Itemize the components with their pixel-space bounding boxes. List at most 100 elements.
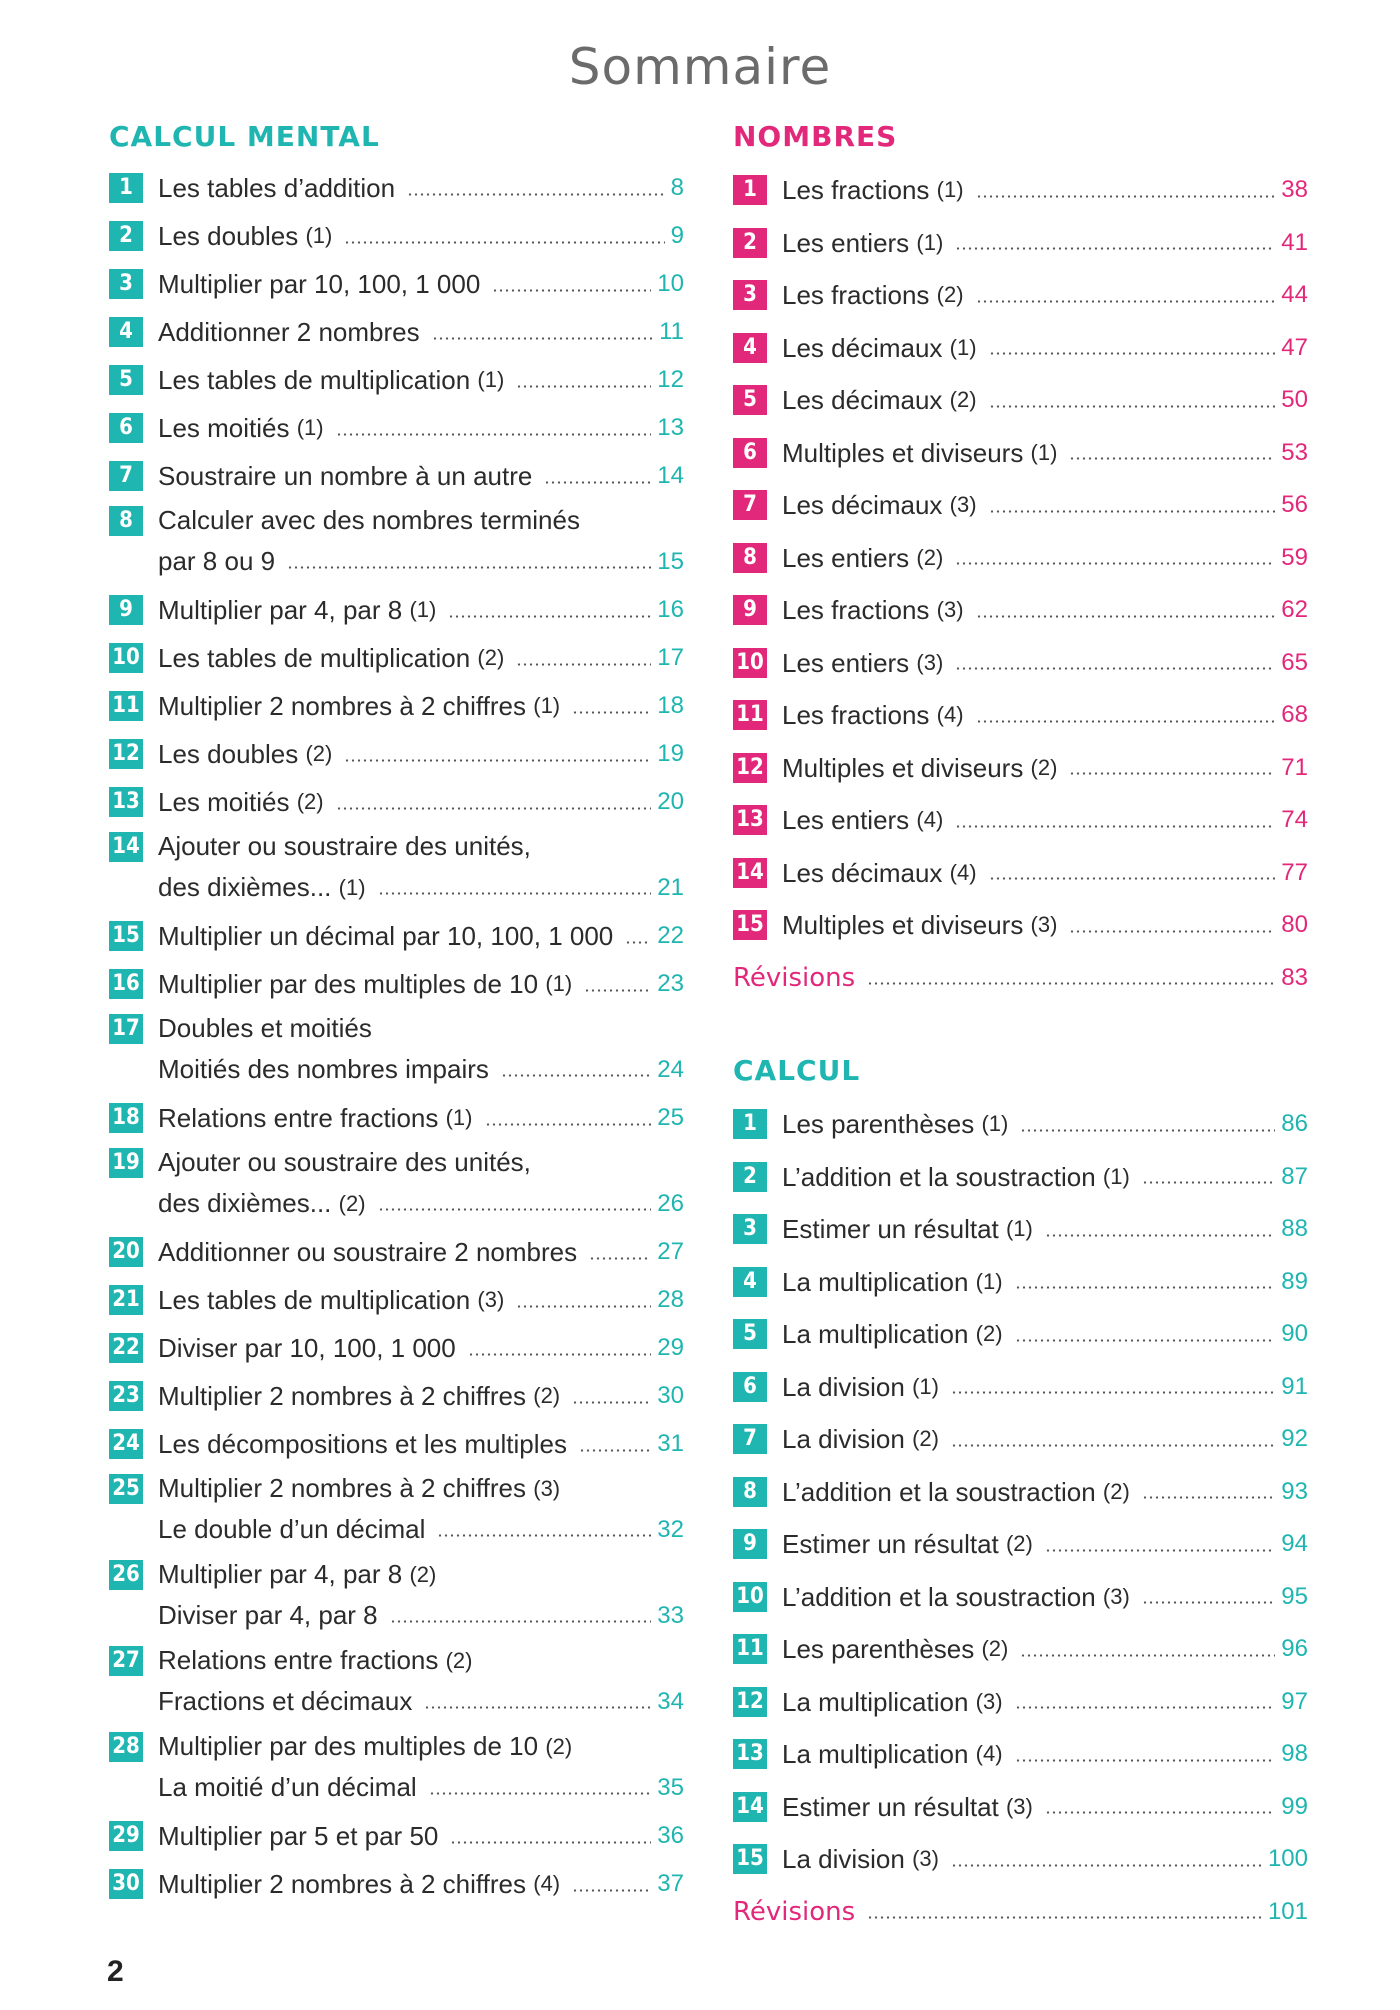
entry-title: La multiplication <box>782 1686 969 1717</box>
toc-line: 24 Les décompositions et les multiples 31 <box>109 1420 684 1468</box>
page-number: 90 <box>1281 1320 1308 1347</box>
entry-title: Additionner 2 nombres <box>158 317 420 347</box>
entry-title: Les tables d’addition <box>158 173 396 203</box>
toc-entry[interactable]: 19 Ajouter ou soustraire des unités, des d… <box>109 1142 684 1224</box>
toc-entry[interactable]: 10 L’addition et la soustraction (3) 95 <box>733 1571 1308 1624</box>
toc-entry[interactable]: 9 Multiplier par 4, par 8 (1) 16 <box>109 586 684 634</box>
toc-line: 22 Diviser par 10, 100, 1 000 29 <box>109 1324 684 1372</box>
toc-entry[interactable]: 22 Diviser par 10, 100, 1 000 29 <box>109 1324 684 1372</box>
dot-leader <box>950 1863 1262 1867</box>
toc-entry[interactable]: 9 Estimer un résultat (2) 94 <box>733 1518 1308 1571</box>
page-number: 32 <box>657 1516 684 1543</box>
toc-entry[interactable]: 8 Les entiers (2) 59 <box>733 532 1308 585</box>
toc-entry[interactable]: 5 La multiplication (2) 90 <box>733 1308 1308 1361</box>
toc-entry[interactable]: 15 La division (3) 100 <box>733 1833 1308 1886</box>
toc-entry[interactable]: 3 Estimer un résultat (1) 88 <box>733 1203 1308 1256</box>
toc-entry[interactable]: 23 Multiplier 2 nombres à 2 chiffres (2) 3… <box>109 1372 684 1420</box>
toc-line-row: La division (3) 100 <box>782 1833 1308 1886</box>
toc-line: 1 Les fractions (1) 38 <box>733 164 1308 217</box>
toc-entry[interactable]: 16 Multiplier par des multiples de 10 (1)… <box>109 960 684 1008</box>
toc-entry[interactable]: 13 Les entiers (4) 74 <box>733 794 1308 847</box>
toc-entry[interactable]: 27 Relations entre fractions (2) Fractions… <box>109 1640 684 1722</box>
toc-entry[interactable]: 8 Calculer avec des nombres terminés par 8… <box>109 500 684 582</box>
dot-leader <box>572 1400 652 1404</box>
toc-entry[interactable]: 7 La division (2) 92 <box>733 1413 1308 1466</box>
toc-entry[interactable]: 11 Les fractions (4) 68 <box>733 689 1308 742</box>
toc-entry[interactable]: 1 Les tables d’addition 8 <box>109 164 684 212</box>
toc-entry[interactable]: 1 Les parenthèses (1) 86 <box>733 1098 1308 1151</box>
toc-line: 13 Les moitiés (2) 20 <box>109 778 684 826</box>
page-number: 98 <box>1281 1740 1308 1767</box>
dot-leader <box>988 404 1276 408</box>
chapter-number-badge: 29 <box>109 1821 143 1851</box>
toc-line: 3 Estimer un résultat (1) 88 <box>733 1203 1308 1256</box>
toc-entry[interactable]: 12 Multiples et diviseurs (2) 71 <box>733 742 1308 795</box>
chapter-number-badge: 27 <box>109 1645 143 1676</box>
toc-entry[interactable]: 13 La multiplication (4) 98 <box>733 1728 1308 1781</box>
toc-entry[interactable]: 11 Les parenthèses (2) 96 <box>733 1623 1308 1676</box>
toc-line-row: Doubles et moitiés <box>158 1008 684 1049</box>
toc-entry[interactable]: 14 Les décimaux (4) 77 <box>733 847 1308 900</box>
dot-leader <box>1044 1811 1276 1815</box>
toc-entry[interactable]: 18 Relations entre fractions (1) 25 <box>109 1094 684 1142</box>
chapter-number-badge: 4 <box>109 317 143 347</box>
toc-entry[interactable]: 24 Les décompositions et les multiples 31 <box>109 1420 684 1468</box>
toc-entry[interactable]: 10 Les entiers (3) 65 <box>733 637 1308 690</box>
entry-part: (3) <box>533 1476 561 1501</box>
page-number: 22 <box>657 922 684 949</box>
toc-entry[interactable]: 14 Estimer un résultat (3) 99 <box>733 1781 1308 1834</box>
toc-entry[interactable]: 26 Multiplier par 4, par 8 (2) Diviser par… <box>109 1554 684 1636</box>
toc-entry[interactable]: 15 Multiples et diviseurs (3) 80 <box>733 899 1308 952</box>
page-number: 50 <box>1281 386 1308 413</box>
toc-entry[interactable]: 15 Multiplier un décimal par 10, 100, 1 0… <box>109 912 684 960</box>
page-number: 27 <box>657 1238 684 1265</box>
revisions-label: Révisions <box>733 1896 856 1927</box>
toc-entry[interactable]: 3 Les fractions (2) 44 <box>733 269 1308 322</box>
toc-entry[interactable]: 9 Les fractions (3) 62 <box>733 584 1308 637</box>
toc-entry[interactable]: 7 Les décimaux (3) 56 <box>733 479 1308 532</box>
toc-entry[interactable]: 17 Doubles et moitiés Moitiés des nombres … <box>109 1008 684 1090</box>
toc-entry[interactable]: 6 La division (1) 91 <box>733 1361 1308 1414</box>
toc-entry[interactable]: 28 Multiplier par des multiples de 10 (2)… <box>109 1726 684 1808</box>
toc-entry[interactable]: 2 Les entiers (1) 41 <box>733 217 1308 270</box>
toc-entry[interactable]: 21 Les tables de multiplication (3) 28 <box>109 1276 684 1324</box>
toc-entry[interactable]: 4 Additionner 2 nombres 11 <box>109 308 684 356</box>
toc-entry[interactable]: 8 L’addition et la soustraction (2) 93 <box>733 1466 1308 1519</box>
toc-line: 8 Les entiers (2) 59 <box>733 532 1308 585</box>
toc-line-row: La multiplication (2) 90 <box>782 1308 1308 1361</box>
toc-line-row: Calculer avec des nombres terminés <box>158 500 684 541</box>
toc-entry[interactable]: 1 Les fractions (1) 38 <box>733 164 1308 217</box>
dot-leader <box>988 877 1276 881</box>
toc-entry[interactable]: 5 Les tables de multiplication (1) 12 <box>109 356 684 404</box>
calcul-revisions[interactable]: Révisions 101 <box>733 1886 1308 1939</box>
toc-entry[interactable]: 13 Les moitiés (2) 20 <box>109 778 684 826</box>
toc-entry[interactable]: 10 Les tables de multiplication (2) 17 <box>109 634 684 682</box>
toc-entry[interactable]: 30 Multiplier 2 nombres à 2 chiffres (4) 3… <box>109 1860 684 1908</box>
toc-line: par 8 ou 9 15 <box>109 541 684 582</box>
dot-leader <box>516 384 652 388</box>
toc-entry[interactable]: 6 Multiples et diviseurs (1) 53 <box>733 427 1308 480</box>
toc-entry[interactable]: 4 Les décimaux (1) 47 <box>733 322 1308 375</box>
toc-entry[interactable]: 11 Multiplier 2 nombres à 2 chiffres (1) 1… <box>109 682 684 730</box>
toc-entry[interactable]: 2 Les doubles (1) 9 <box>109 212 684 260</box>
toc-entry[interactable]: 20 Additionner ou soustraire 2 nombres 27 <box>109 1228 684 1276</box>
dot-leader <box>572 710 652 714</box>
toc-entry[interactable]: 5 Les décimaux (2) 50 <box>733 374 1308 427</box>
toc-entry[interactable]: 7 Soustraire un nombre à un autre 14 <box>109 452 684 500</box>
toc-entry[interactable]: 12 La multiplication (3) 97 <box>733 1676 1308 1729</box>
toc-entry[interactable]: 6 Les moitiés (1) 13 <box>109 404 684 452</box>
toc-line-row: Les décimaux (1) 47 <box>782 322 1308 375</box>
toc-entry[interactable]: 3 Multiplier par 10, 100, 1 000 10 <box>109 260 684 308</box>
toc-entry[interactable]: 25 Multiplier 2 nombres à 2 chiffres (3) L… <box>109 1468 684 1550</box>
toc-entry[interactable]: 2 L’addition et la soustraction (1) 87 <box>733 1151 1308 1204</box>
entry-part: (1) <box>916 229 944 255</box>
toc-line: Moitiés des nombres impairs 24 <box>109 1049 684 1090</box>
entry-title: Estimer un résultat <box>782 1529 999 1559</box>
toc-entry[interactable]: 14 Ajouter ou soustraire des unités, des d… <box>109 826 684 908</box>
page-number: 41 <box>1281 228 1308 256</box>
toc-entry[interactable]: 4 La multiplication (1) 89 <box>733 1256 1308 1309</box>
toc-entry[interactable]: 29 Multiplier par 5 et par 50 36 <box>109 1812 684 1860</box>
nombres-revisions[interactable]: Révisions 83 <box>733 952 1308 1005</box>
toc-line-row: La moitié d’un décimal 35 <box>158 1767 684 1808</box>
toc-entry[interactable]: 12 Les doubles (2) 19 <box>109 730 684 778</box>
